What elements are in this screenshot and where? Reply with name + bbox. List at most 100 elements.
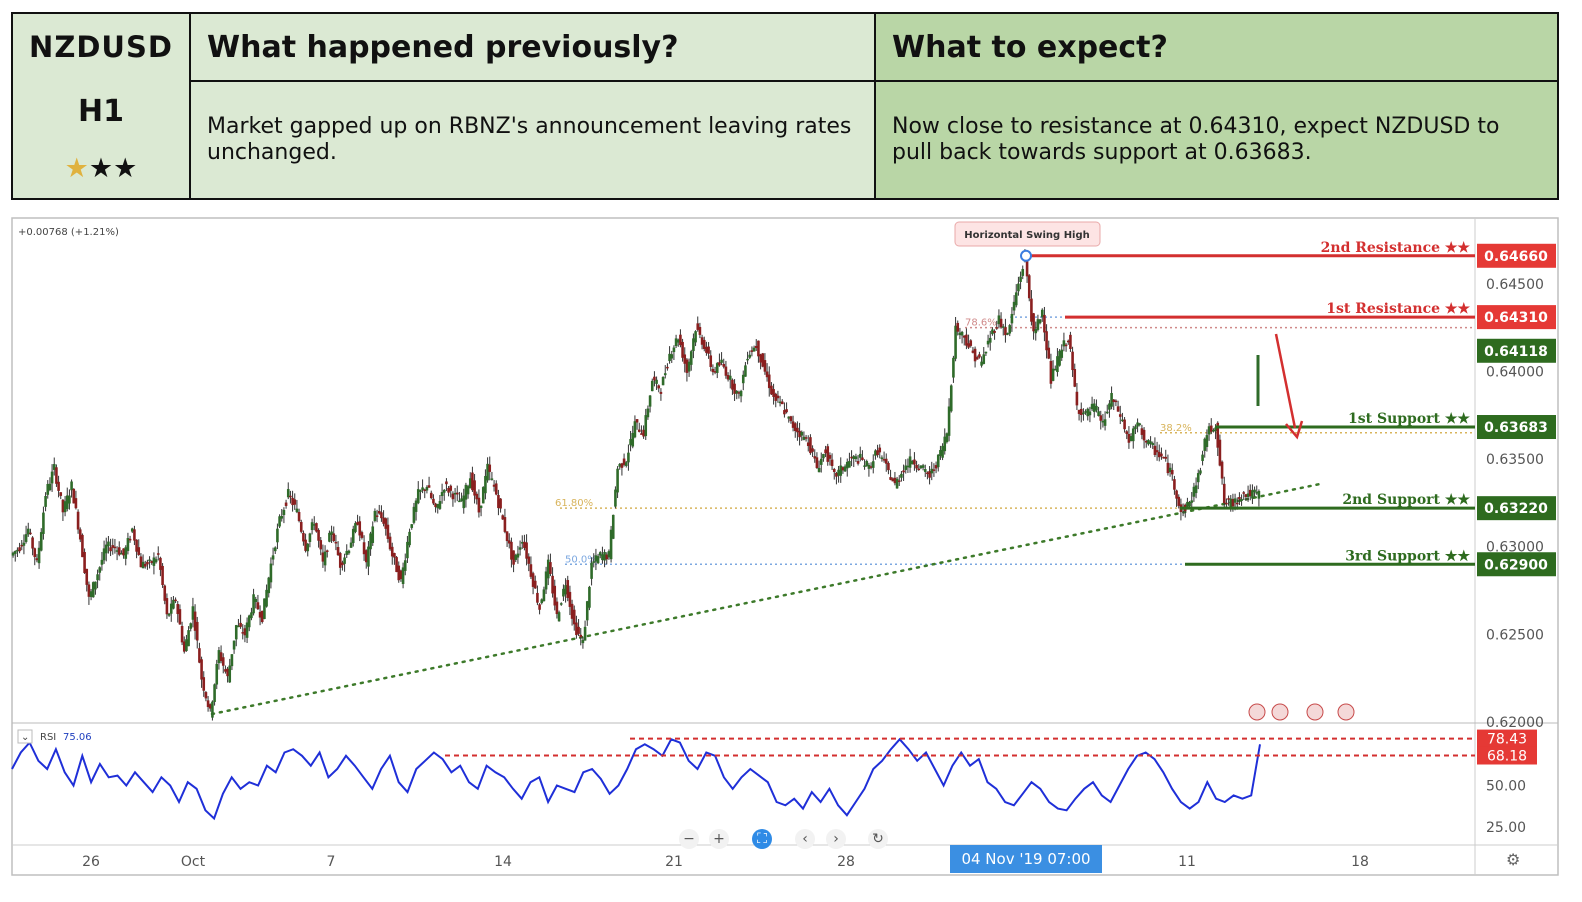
rating-stars: ★★★ [13, 155, 189, 182]
gear-icon[interactable]: ⚙ [1506, 850, 1521, 869]
candle-body [1053, 368, 1057, 371]
candle-body [867, 464, 871, 469]
rsi-level-value: 68.18 [1487, 749, 1527, 765]
candle-body [835, 472, 838, 477]
candle-body [943, 436, 947, 452]
candle-body [72, 488, 76, 504]
candle-body [997, 315, 1001, 325]
candle-body [1043, 314, 1046, 333]
candle-body [783, 410, 786, 415]
scroll-right-button[interactable]: › [826, 829, 846, 849]
candle-body [490, 478, 494, 480]
candle-body [1209, 425, 1213, 432]
candle-body [1188, 502, 1191, 507]
candle-body [1177, 496, 1181, 506]
candle-body [1144, 441, 1148, 443]
candle-body [767, 374, 771, 389]
candle-body [85, 568, 89, 585]
candle-body [991, 329, 994, 335]
candle-body [230, 654, 234, 667]
candle-body [1138, 423, 1142, 425]
candle-body [984, 351, 988, 354]
candle-body [1235, 502, 1239, 505]
candle-body [1084, 411, 1087, 413]
candle-body [858, 453, 862, 458]
candle-body [1004, 327, 1007, 336]
candle-body [910, 461, 914, 465]
candle-body [661, 376, 665, 386]
level-price-value: 0.62900 [1484, 557, 1548, 573]
candle-body [1121, 419, 1124, 422]
candle-body [70, 481, 73, 491]
candle-body [718, 362, 721, 366]
zoom-in-button[interactable]: + [709, 829, 729, 849]
candle-body [965, 334, 968, 346]
candle-body [893, 477, 897, 484]
candle-body [61, 499, 65, 513]
candle-body [1066, 340, 1070, 343]
candle-body [518, 547, 522, 550]
fib-label: 38.2% [1160, 423, 1192, 434]
candle-body [167, 613, 171, 616]
candle-body [800, 431, 804, 436]
candle-body [373, 510, 377, 522]
candle-body [568, 591, 572, 607]
candle-body [1244, 494, 1248, 497]
candle-body [308, 533, 312, 542]
candle-body [245, 622, 249, 638]
star-icon: ★ [88, 153, 114, 184]
previous-header: What happened previously? [189, 12, 876, 82]
candle-body [653, 376, 656, 381]
candle-body [345, 550, 349, 555]
candle-body [761, 353, 765, 367]
candle-body [1201, 454, 1204, 461]
candle-body [215, 663, 219, 685]
candle-body [260, 610, 264, 623]
fib-label: 50.0% [565, 554, 597, 565]
zoom-out-button[interactable]: − [679, 829, 699, 849]
candle-body [180, 625, 184, 643]
candle-body [488, 464, 492, 472]
candle-body [774, 393, 778, 401]
candle-body [510, 541, 513, 560]
candle-body [529, 564, 533, 577]
candle-body [351, 528, 355, 544]
candle-body [735, 391, 739, 394]
scroll-left-button[interactable]: ‹ [795, 829, 815, 849]
candle-body [466, 486, 470, 495]
candle-body [705, 346, 708, 353]
candle-body [609, 529, 613, 560]
candle-body [806, 442, 810, 447]
candle-body [1162, 456, 1165, 459]
candle-body [1036, 319, 1040, 330]
candle-body [1142, 429, 1146, 441]
candle-body [243, 628, 247, 636]
candle-body [1021, 268, 1025, 276]
candle-body [11, 552, 15, 556]
candle-body [941, 445, 944, 458]
candle-body [956, 322, 960, 332]
candle-body [24, 534, 28, 542]
candle-body [620, 463, 624, 468]
candle-body [523, 541, 526, 548]
reset-chart-button[interactable]: ↻ [868, 829, 888, 849]
candle-body [107, 541, 110, 547]
y-tick-label: 0.63000 [1486, 540, 1544, 556]
candle-body [44, 495, 47, 507]
reset-zoom-button[interactable]: ⛶ [752, 829, 772, 849]
candle-body [562, 588, 565, 597]
candle-body [592, 561, 596, 563]
trendline-layer [210, 482, 1322, 716]
candle-body [35, 558, 39, 561]
candle-body [46, 484, 50, 495]
candle-body [1248, 489, 1252, 497]
candle-body [312, 524, 316, 526]
candle-body [341, 562, 344, 566]
candle-body [163, 585, 167, 601]
crosshair-date-tag: 04 Nov '19 07:00 [950, 845, 1102, 873]
candle-body [1017, 283, 1020, 292]
rsi-collapse-button[interactable] [17, 729, 33, 744]
candle-body [1014, 292, 1018, 306]
